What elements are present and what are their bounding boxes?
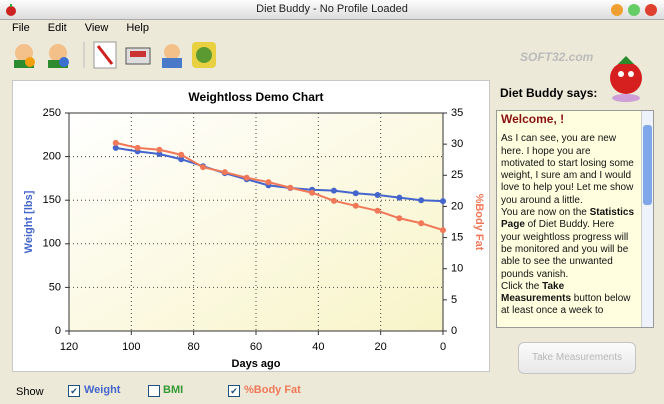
x-tick-label: 80 [188, 341, 200, 353]
x-tick-label: 60 [250, 341, 262, 353]
message-paragraph: You are now on the Statistics Page of Di… [501, 207, 635, 281]
data-point [221, 169, 228, 176]
y2-tick-label: 0 [451, 325, 457, 337]
toolbar [0, 38, 664, 72]
checkbox[interactable]: ✔ [228, 385, 240, 397]
x-tick-label: 100 [122, 341, 140, 353]
toolbar-icons[interactable] [0, 38, 240, 72]
menu-bar: File Edit View Help [0, 20, 664, 37]
data-point [287, 184, 294, 191]
data-point [440, 227, 446, 234]
y2-tick-label: 20 [451, 200, 463, 212]
message-segment: Statistics Page [501, 207, 635, 231]
message-segment: As I can see, you are new here. I hope y… [501, 133, 634, 206]
y-tick-label: 150 [43, 194, 61, 206]
data-point [112, 144, 119, 151]
data-point [156, 146, 163, 153]
chart-panel: Weightloss Demo Chart 0 50 100 150 200 250 0 5 10… [12, 80, 490, 372]
y-tick-label: 50 [49, 281, 61, 293]
data-point [418, 220, 425, 227]
series-line [115, 146, 444, 203]
x-tick-label: 120 [60, 341, 78, 353]
toggle-label[interactable]: %Body Fat [244, 384, 301, 396]
data-point [265, 179, 272, 186]
series-line [115, 141, 444, 232]
y-tick-label: 200 [43, 151, 61, 163]
window-title: Diet Buddy - No Profile Loaded [0, 0, 664, 20]
x-tick-label: 20 [375, 341, 387, 353]
data-point [374, 207, 381, 214]
x-tick-label: 0 [440, 341, 446, 353]
data-point [134, 144, 141, 151]
data-point [418, 197, 425, 204]
y2-tick-label: 15 [451, 231, 463, 243]
data-point [243, 174, 250, 181]
watermark: SOFT32.com [520, 50, 594, 64]
message-segment: of Diet Buddy. Here your weightloss prog… [501, 219, 629, 280]
assistant-heading: Diet Buddy says: [500, 86, 598, 100]
data-point [112, 139, 119, 146]
data-point [352, 202, 359, 209]
scrollbar[interactable] [641, 111, 653, 327]
checkbox[interactable] [148, 385, 160, 397]
menu-item[interactable]: File [12, 22, 30, 34]
data-point [396, 215, 403, 222]
data-point [374, 191, 381, 198]
data-point [178, 156, 185, 163]
y-axis-label: Weight [lbs] [23, 190, 35, 253]
mascot-icon [610, 56, 642, 102]
data-point [330, 197, 337, 204]
y-tick-label: 0 [55, 325, 61, 337]
message-title: Welcome, ! [501, 112, 565, 126]
message-segment: Click the [501, 280, 543, 292]
x-tick-label: 40 [312, 341, 324, 353]
data-point [178, 151, 185, 158]
y2-axis-label: %Body Fat [473, 194, 485, 251]
y-tick-label: 100 [43, 238, 61, 250]
data-point [396, 194, 403, 201]
y-tick-label: 250 [43, 107, 61, 119]
toggle-label[interactable]: BMI [163, 384, 184, 396]
menu-item[interactable]: Edit [47, 22, 67, 34]
message-paragraph: Click the Take Measurements button below… [501, 281, 635, 318]
message-box: Welcome, ! As I can see, you are new her… [496, 110, 654, 328]
data-point [352, 190, 359, 197]
menu-item[interactable]: View [84, 22, 109, 34]
y2-tick-label: 25 [451, 169, 463, 181]
menu-item[interactable]: Help [126, 22, 149, 34]
chart-title: Weightloss Demo Chart [188, 90, 323, 104]
plot-frame [68, 112, 444, 332]
window-controls[interactable] [610, 3, 662, 17]
scroll-thumb[interactable] [643, 125, 652, 205]
data-point [200, 164, 207, 171]
data-point [440, 198, 446, 205]
message-segment: button below at least once a week to [501, 293, 631, 317]
y2-tick-label: 30 [451, 138, 463, 150]
data-point [156, 150, 163, 157]
x-axis-label: Days ago [232, 358, 281, 370]
checkbox[interactable]: ✔ [68, 385, 80, 397]
chart: Weightloss Demo Chart0501001502002500510… [23, 90, 485, 370]
message-text: Welcome, ! As I can see, you are new her… [501, 113, 635, 318]
show-label: Show [16, 386, 44, 398]
y2-tick-label: 35 [451, 107, 463, 119]
message-segment: Take Measurements [501, 280, 572, 305]
message-paragraph: As I can see, you are new here. I hope y… [501, 133, 635, 207]
data-point [330, 187, 337, 194]
y2-tick-label: 10 [451, 263, 463, 275]
data-point [309, 189, 316, 196]
message-segment: You are now on the [501, 207, 590, 219]
toggle-label[interactable]: Weight [84, 384, 121, 396]
y2-tick-label: 5 [451, 294, 457, 306]
app-icon [6, 4, 16, 16]
take-measurements-button[interactable]: Take Measurements [518, 342, 636, 374]
